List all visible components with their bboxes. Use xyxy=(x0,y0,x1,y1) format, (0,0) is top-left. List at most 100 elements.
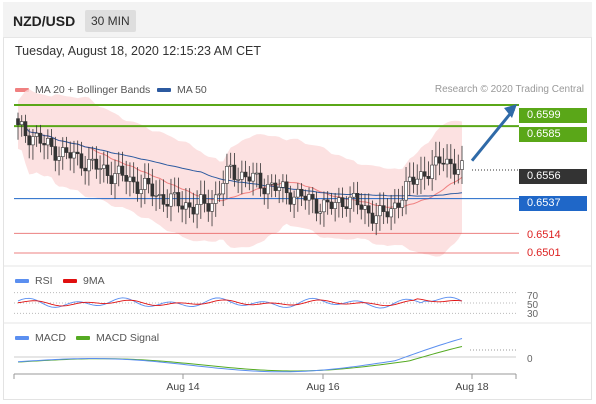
candle-body xyxy=(426,176,431,179)
chart-header: NZD/USD 30 MIN xyxy=(3,2,592,38)
candle-body xyxy=(351,193,356,198)
x-tick-2: Aug 18 xyxy=(455,381,489,393)
legend-macd-signal-label: MACD Signal xyxy=(96,332,160,344)
macd-signal-swatch xyxy=(76,336,90,340)
candle-body xyxy=(195,204,199,215)
candle-body xyxy=(381,205,386,212)
x-tick-1: Aug 16 xyxy=(306,381,340,393)
candle-body xyxy=(154,195,158,197)
candle-body xyxy=(258,172,263,189)
candle-body xyxy=(366,205,371,214)
candle-body xyxy=(333,202,337,209)
ma20-line xyxy=(17,122,463,208)
candle-body xyxy=(329,201,334,209)
candle-body xyxy=(217,193,222,196)
level-tag-5: 0.6501 xyxy=(527,247,561,259)
candle-body xyxy=(422,171,427,177)
candle-body xyxy=(116,165,121,174)
candle-body xyxy=(83,167,87,172)
candle-body xyxy=(337,197,341,203)
bollinger-band xyxy=(18,89,462,257)
candle-body xyxy=(202,194,207,204)
candle-body xyxy=(124,175,129,182)
legend-rsi-label: RSI xyxy=(35,275,53,287)
candle-body xyxy=(53,146,58,161)
ma9-swatch xyxy=(63,279,77,283)
candle-body xyxy=(232,164,237,180)
candle-body xyxy=(131,176,136,183)
candle-body xyxy=(449,158,453,165)
candle-body xyxy=(407,176,412,182)
legend-ma9-label: 9MA xyxy=(83,275,105,287)
projection-arrowhead xyxy=(504,104,517,119)
candle-body xyxy=(87,159,91,172)
candle-body xyxy=(310,194,315,200)
candle-body xyxy=(303,195,308,201)
candle-body xyxy=(187,202,192,208)
rsi-ma9-line xyxy=(17,298,463,307)
legend-macd: MACD xyxy=(15,332,66,344)
candle-body xyxy=(389,208,393,218)
x-tick-0: Aug 14 xyxy=(166,381,200,393)
candle-body xyxy=(72,151,76,159)
candle-body xyxy=(113,173,117,184)
candle-body xyxy=(128,176,132,182)
chart-datetime: Tuesday, August 18, 2020 12:15:23 AM CET xyxy=(15,44,261,58)
projection-arrow xyxy=(470,108,516,162)
ma50-swatch xyxy=(157,88,171,92)
candle-body xyxy=(176,192,181,207)
candle-body xyxy=(228,164,233,167)
timeframe-badge[interactable]: 30 MIN xyxy=(85,10,136,32)
macd-line xyxy=(17,338,463,373)
candle-body xyxy=(16,118,20,125)
candle-body xyxy=(355,193,360,206)
candle-body xyxy=(42,143,46,146)
level-tag-4: 0.6514 xyxy=(527,229,561,241)
candle-body xyxy=(243,171,248,178)
candle-body xyxy=(38,132,43,144)
candle-body xyxy=(98,168,102,170)
candle-body xyxy=(102,164,106,169)
candle-body xyxy=(404,181,408,201)
candle-body xyxy=(359,204,364,210)
legend-macd-label: MACD xyxy=(35,332,66,344)
candle-body xyxy=(75,151,80,155)
candle-body xyxy=(225,166,229,184)
candle-body xyxy=(57,156,61,161)
candle-body xyxy=(419,171,423,180)
candle-body xyxy=(430,164,434,179)
candle-body xyxy=(314,198,319,214)
candle-body xyxy=(165,204,170,207)
candle-body xyxy=(210,203,214,212)
candle-body xyxy=(411,176,416,185)
rsi-level-30: 30 xyxy=(527,309,539,320)
candle-body xyxy=(254,172,259,175)
candle-body xyxy=(296,188,300,198)
instrument-pair: NZD/USD xyxy=(13,13,76,29)
candle-body xyxy=(460,160,464,170)
candle-body xyxy=(318,211,323,214)
candle-body xyxy=(105,164,110,176)
rsi-swatch xyxy=(15,279,29,283)
candle-body xyxy=(240,171,244,180)
candle-body xyxy=(348,196,352,209)
candle-body xyxy=(307,194,311,201)
legend-ma20-label: MA 20 + Bollinger Bands xyxy=(35,84,151,96)
candle-body xyxy=(49,138,54,147)
candle-body xyxy=(27,135,31,146)
candle-body xyxy=(340,197,345,207)
candle-body xyxy=(90,158,95,161)
candle-body xyxy=(213,194,218,204)
candle-body xyxy=(441,162,446,165)
credit-text: Research © 2020 Trading Central xyxy=(434,84,584,95)
candle-body xyxy=(288,192,293,205)
candle-body xyxy=(221,183,226,195)
legend-ma50-label: MA 50 xyxy=(177,84,207,96)
candle-body xyxy=(60,147,65,157)
candle-body xyxy=(251,172,255,182)
legend-ma20: MA 20 + Bollinger Bands xyxy=(15,84,150,96)
candle-body xyxy=(385,211,390,218)
candle-body xyxy=(370,212,375,224)
candle-body xyxy=(146,177,151,185)
